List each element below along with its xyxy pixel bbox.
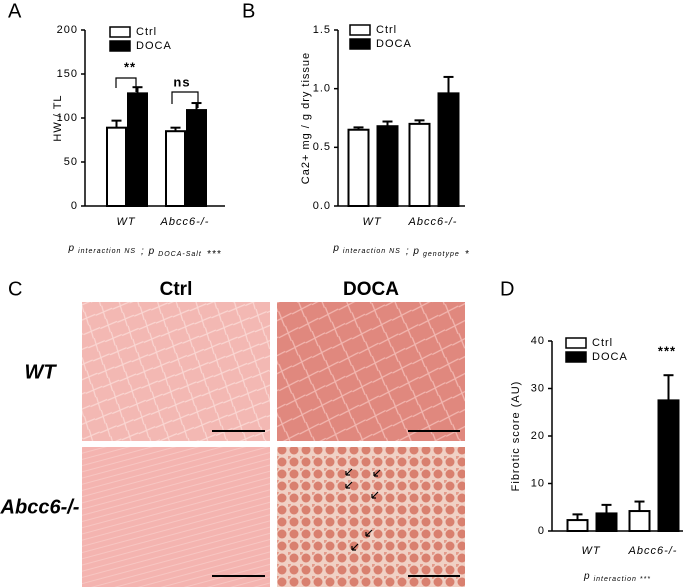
legend-swatch	[109, 26, 131, 38]
y-tick-label: 200	[57, 24, 78, 36]
footnote-subscript: DOCA-Salt	[158, 251, 202, 258]
y-tick-label: 150	[57, 68, 78, 80]
y-tick-label: 20	[531, 430, 545, 442]
legend-label: Ctrl	[592, 337, 613, 349]
micrograph	[82, 302, 270, 441]
legend-label: DOCA	[376, 38, 412, 50]
footnote-text: *	[465, 249, 470, 260]
y-axis-title: Ca2+ mg / g dry tissue	[300, 52, 312, 184]
bar	[127, 92, 148, 207]
footnote: p interaction ***	[583, 571, 651, 583]
footnote-text: p	[583, 571, 591, 582]
x-tick-label: WT	[116, 216, 135, 228]
y-tick-label: 0	[71, 200, 78, 212]
bar	[186, 109, 207, 207]
y-tick-label: 0	[538, 525, 545, 537]
bar	[165, 130, 186, 207]
bar	[566, 519, 589, 533]
micrograph	[277, 447, 465, 587]
bar	[106, 126, 127, 207]
micrograph	[82, 447, 270, 587]
row-title: WT	[24, 361, 57, 383]
y-tick-label: 0.0	[313, 200, 331, 212]
bracket	[115, 77, 137, 92]
legend-label: Ctrl	[376, 24, 397, 36]
column-title: DOCA	[343, 279, 399, 300]
x-tick-label: Abcc6-/-	[160, 216, 210, 228]
y-tick-label: 1.5	[313, 24, 331, 36]
bar-chart: D Fibrotic score (AU) 0 10 20 30 40 WT Abcc6-/- C…	[500, 278, 683, 583]
annotation: ***	[658, 343, 676, 358]
legend-swatch	[349, 38, 371, 50]
annotation: ns	[173, 74, 190, 89]
arrows	[345, 468, 381, 551]
footnote-subscript: interaction ***	[594, 576, 651, 583]
footnote-subscript: interaction NS	[343, 248, 401, 255]
x-tick-label: Abcc6-/-	[628, 545, 678, 557]
y-axis-title: HW / TL	[52, 94, 64, 141]
y-tick-label: 50	[64, 156, 78, 168]
bar	[376, 125, 399, 207]
legend-swatch	[565, 337, 587, 349]
legend-label: DOCA	[136, 40, 172, 52]
bar	[347, 128, 370, 208]
footnote-text: ***	[207, 249, 222, 260]
row-title: Abcc6-/-	[0, 496, 80, 518]
legend-swatch	[565, 351, 587, 363]
bracket	[171, 91, 199, 108]
footnote-text: ; p	[141, 246, 155, 257]
y-tick-label: 30	[531, 382, 545, 394]
footnote-subscript: interaction NS	[78, 248, 136, 255]
y-axis-title: Fibrotic score (AU)	[510, 381, 522, 492]
legend-swatch	[109, 40, 131, 52]
bar-chart: B Ca2+ mg / g dry tissue 0.0 0.5 1.0 1.5 WT Abc…	[242, 0, 469, 260]
annotation: **	[124, 59, 136, 74]
legend-label: Ctrl	[136, 26, 157, 38]
micrograph	[277, 302, 465, 441]
x-tick-label: Abcc6-/-	[408, 216, 458, 228]
footnote-text: ; p	[406, 246, 420, 257]
footnote: p interaction NS ; p genotype *	[332, 243, 469, 260]
scale-bars	[212, 430, 460, 577]
histology-panel: C Ctrl DOCA WT Abcc6-/-	[0, 278, 465, 587]
y-tick-label: 100	[57, 112, 78, 124]
y-tick-label: 10	[531, 477, 545, 489]
y-tick-label: 0.5	[313, 141, 331, 153]
panel-label: C	[8, 278, 22, 300]
column-title: Ctrl	[160, 279, 193, 300]
footnote-text: p	[332, 243, 340, 254]
bar	[628, 510, 651, 532]
legend-swatch	[349, 24, 371, 36]
legend-label: DOCA	[592, 351, 628, 363]
y-tick-label: 1.0	[313, 83, 331, 95]
bar	[408, 122, 431, 207]
footnote-subscript: genotype	[423, 251, 460, 258]
footnote-text: p	[68, 243, 76, 254]
x-tick-label: WT	[362, 216, 381, 228]
panel-label: A	[8, 0, 22, 22]
panel-label: D	[500, 278, 514, 300]
bar	[437, 92, 460, 207]
panel-label: B	[242, 0, 255, 22]
y-tick-label: 40	[531, 335, 545, 347]
bar	[657, 399, 680, 532]
x-tick-label: WT	[581, 545, 600, 557]
footnote: p interaction NS ; p DOCA-Salt ***	[68, 243, 222, 260]
bar	[595, 512, 618, 532]
